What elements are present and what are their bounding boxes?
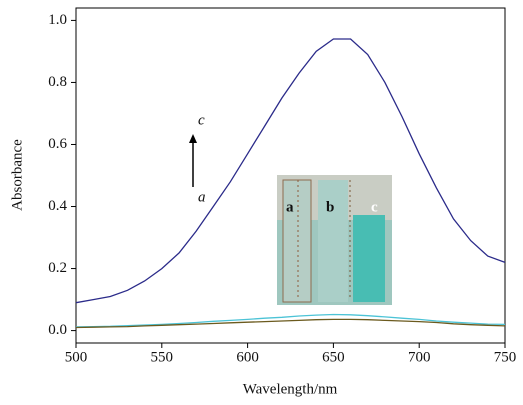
y-tick-label: 0.2 bbox=[48, 260, 67, 276]
arrow-label: c bbox=[198, 112, 205, 128]
x-tick-label: 750 bbox=[494, 349, 517, 365]
y-axis-label: Absorbance bbox=[9, 139, 25, 211]
inset-label: a bbox=[286, 199, 294, 215]
x-tick-label: 700 bbox=[408, 349, 431, 365]
x-tick-label: 600 bbox=[236, 349, 259, 365]
x-tick-label: 650 bbox=[322, 349, 345, 365]
y-tick-label: 0.0 bbox=[48, 322, 67, 338]
inset-label: c bbox=[371, 199, 378, 215]
x-tick-label: 500 bbox=[65, 349, 88, 365]
arrow-head bbox=[189, 134, 197, 143]
data-line bbox=[75, 318, 506, 329]
x-tick-label: 550 bbox=[151, 349, 174, 365]
inset-label: b bbox=[326, 199, 334, 215]
arrow-label: a bbox=[198, 189, 206, 205]
y-tick-label: 0.6 bbox=[48, 136, 67, 152]
plot-frame bbox=[75, 7, 506, 344]
y-tick-label: 0.8 bbox=[48, 74, 67, 90]
data-line bbox=[75, 313, 506, 328]
inset-photo bbox=[277, 175, 392, 305]
x-axis-label: Wavelength/nm bbox=[243, 381, 338, 397]
y-tick-label: 1.0 bbox=[48, 12, 67, 28]
data-line bbox=[75, 38, 506, 304]
y-tick-label: 0.4 bbox=[48, 198, 67, 214]
